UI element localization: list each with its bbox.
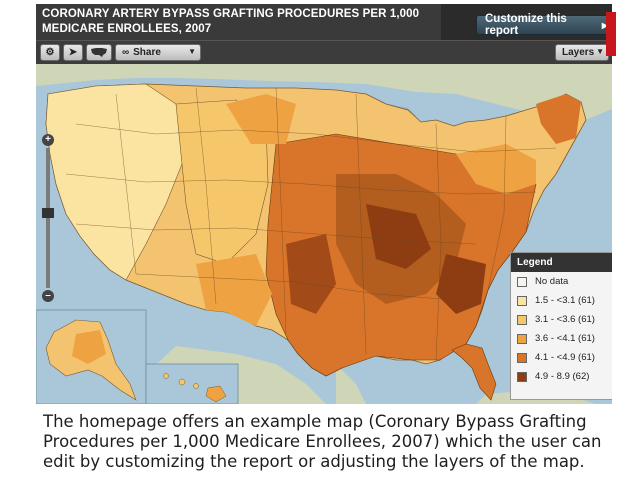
legend-item: 4.1 - <4.9 (61)	[511, 348, 612, 367]
slide-caption: The homepage offers an example map (Coro…	[43, 412, 602, 471]
legend-swatch	[517, 314, 527, 325]
layers-button[interactable]: Layers ▼	[555, 44, 609, 61]
gear-tool-button[interactable]: ⚙	[40, 44, 60, 61]
zoom-control: + –	[42, 134, 54, 304]
share-button[interactable]: ∞ Share ▼	[115, 44, 201, 61]
layers-label: Layers	[562, 47, 595, 58]
us-map-icon	[91, 48, 107, 57]
legend-item-label: No data	[535, 276, 569, 287]
map-title-line-1: CORONARY ARTERY BYPASS GRAFTING PROCEDUR…	[42, 8, 420, 20]
legend-item: 1.5 - <3.1 (61)	[511, 291, 612, 310]
title-bar: CORONARY ARTERY BYPASS GRAFTING PROCEDUR…	[36, 4, 612, 40]
customize-report-button[interactable]: Customize this report ▶	[476, 13, 609, 37]
zoom-slider-track[interactable]	[46, 148, 50, 288]
legend-swatch	[517, 295, 527, 306]
legend-swatch	[517, 333, 527, 344]
accent-bar	[606, 12, 616, 56]
choropleth-map[interactable]	[36, 64, 612, 404]
legend-item: No data	[511, 272, 612, 291]
zoom-out-icon[interactable]: –	[42, 290, 54, 302]
us-extent-button[interactable]	[86, 44, 112, 61]
customize-report-label: Customize this report	[485, 13, 567, 37]
chevron-down-icon: ▼	[188, 47, 196, 56]
chevron-right-icon: ▶	[601, 20, 608, 30]
legend-item-label: 3.1 - <3.6 (61)	[535, 314, 595, 325]
map-title-box: CORONARY ARTERY BYPASS GRAFTING PROCEDUR…	[36, 4, 441, 40]
cursor-icon: ➤	[68, 47, 78, 58]
map-title-line-2: MEDICARE ENROLLEES, 2007	[42, 23, 212, 35]
chevron-down-icon: ▼	[596, 47, 604, 56]
legend-item-label: 4.1 - <4.9 (61)	[535, 352, 595, 363]
gear-icon: ⚙	[45, 47, 55, 58]
zoom-slider-thumb[interactable]	[42, 208, 54, 218]
legend-item-label: 4.9 - 8.9 (62)	[535, 371, 590, 382]
map-canvas[interactable]: + –	[36, 64, 612, 404]
map-app-frame: CORONARY ARTERY BYPASS GRAFTING PROCEDUR…	[36, 4, 612, 404]
legend-item: 3.6 - <4.1 (61)	[511, 329, 612, 348]
legend-swatch	[517, 352, 527, 363]
map-toolbar: ⚙ ➤ ∞ Share ▼ Layers ▼	[36, 40, 612, 65]
legend-swatch	[517, 276, 527, 287]
legend-header[interactable]: Legend –	[511, 253, 612, 272]
pointer-tool-button[interactable]: ➤	[63, 44, 83, 61]
legend-title: Legend	[517, 257, 553, 268]
link-icon: ∞	[122, 47, 130, 58]
legend-item-label: 1.5 - <3.1 (61)	[535, 295, 595, 306]
zoom-in-icon[interactable]: +	[42, 134, 54, 146]
legend-item-label: 3.6 - <4.1 (61)	[535, 333, 595, 344]
share-label: Share	[133, 47, 161, 58]
legend-item: 4.9 - 8.9 (62)	[511, 367, 612, 386]
legend-item: 3.1 - <3.6 (61)	[511, 310, 612, 329]
legend-swatch	[517, 371, 527, 382]
legend-panel: Legend – No data 1.5 - <3.1 (61) 3.1 - <…	[510, 252, 612, 400]
